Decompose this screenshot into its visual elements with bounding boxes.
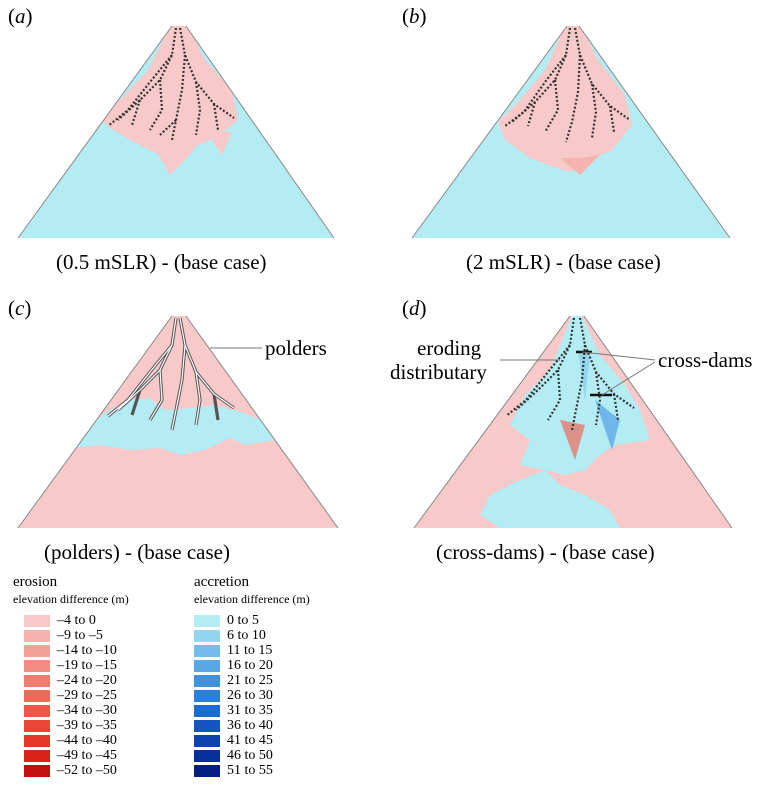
legend-erosion-label: –39 to –35 xyxy=(57,718,117,733)
caption-d: (cross-dams) - (base case) xyxy=(436,540,655,564)
legend-erosion-swatch xyxy=(24,749,50,762)
legend-erosion-item: –9 to –5 xyxy=(24,628,117,643)
legend-accretion-item: 41 to 45 xyxy=(194,733,273,748)
legend-accretion-label: 11 to 15 xyxy=(227,643,273,658)
legend-erosion-item: –34 to –30 xyxy=(24,703,117,718)
legend-erosion-item: –52 to –50 xyxy=(24,763,117,778)
legend-accretion-swatch xyxy=(194,629,220,642)
legend-accretion-label: 36 to 40 xyxy=(227,718,273,733)
legend-accretion-label: 16 to 20 xyxy=(227,658,273,673)
legend-erosion-label: –19 to –15 xyxy=(57,658,117,673)
legend-accretion-swatch xyxy=(194,674,220,687)
cross-dams-leader-1 xyxy=(581,351,656,361)
caption-c: (polders) - (base case) xyxy=(44,540,230,564)
annotation-eroding-line1: eroding xyxy=(417,336,482,360)
legend-erosion-label: –52 to –50 xyxy=(57,763,117,778)
legend-accretion-label: 31 to 35 xyxy=(227,703,273,718)
legend-erosion-item: –19 to –15 xyxy=(24,658,117,673)
legend-accretion-item: 16 to 20 xyxy=(194,658,273,673)
legend-erosion-swatch xyxy=(24,689,50,702)
legend-erosion-swatch xyxy=(24,719,50,732)
legend-erosion-list: –4 to 0 –9 to –5 –14 to –10 –19 to –15 –24 t… xyxy=(24,613,117,778)
legend-erosion-swatch xyxy=(24,674,50,687)
delta-map-a xyxy=(17,25,335,239)
legend-erosion-label: –9 to –5 xyxy=(57,628,103,643)
legend-erosion-label: –44 to –40 xyxy=(57,733,117,748)
legend-erosion-title: erosion xyxy=(13,574,58,590)
delta-map-c xyxy=(17,315,339,529)
legend-erosion-label: –49 to –45 xyxy=(57,748,117,763)
caption-b: (2 mSLR) - (base case) xyxy=(466,250,661,274)
legend-accretion-label: 0 to 5 xyxy=(227,613,259,628)
legend-erosion-label: –14 to –10 xyxy=(57,643,117,658)
legend-accretion-item: 26 to 30 xyxy=(194,688,273,703)
legend-erosion-item: –49 to –45 xyxy=(24,748,117,763)
legend-erosion-item: –29 to –25 xyxy=(24,688,117,703)
legend-erosion-swatch xyxy=(24,644,50,657)
legend-accretion-item: 46 to 50 xyxy=(194,748,273,763)
legend-accretion-subtitle: elevation difference (m) xyxy=(194,592,310,606)
legend-accretion-title: accretion xyxy=(194,574,249,590)
legend-accretion-item: 36 to 40 xyxy=(194,718,273,733)
legend-erosion-swatch xyxy=(24,764,50,777)
legend-erosion-swatch xyxy=(24,614,50,627)
legend-erosion-swatch xyxy=(24,704,50,717)
annotation-eroding-line2: distributary xyxy=(390,360,487,384)
legend-accretion-label: 41 to 45 xyxy=(227,733,273,748)
legend-accretion-label: 21 to 25 xyxy=(227,673,273,688)
legend-accretion-label: 51 to 55 xyxy=(227,763,273,778)
legend-accretion-item: 11 to 15 xyxy=(194,643,273,658)
legend-accretion-item: 51 to 55 xyxy=(194,763,273,778)
legend-accretion-label: 6 to 10 xyxy=(227,628,266,643)
legend-accretion-swatch xyxy=(194,614,220,627)
annotation-cross-dams: cross-dams xyxy=(658,348,753,372)
legend-erosion-swatch xyxy=(24,659,50,672)
delta-map-d xyxy=(413,315,733,529)
legend-erosion-item: –44 to –40 xyxy=(24,733,117,748)
delta-map-b xyxy=(411,25,731,239)
panel-label-a: (a) xyxy=(8,4,33,28)
legend-accretion-swatch xyxy=(194,749,220,762)
legend-accretion-swatch xyxy=(194,659,220,672)
legend-accretion-swatch xyxy=(194,704,220,717)
panel-label-b: (b) xyxy=(402,4,427,28)
legend-erosion-item: –39 to –35 xyxy=(24,718,117,733)
legend-accretion-item: 0 to 5 xyxy=(194,613,273,628)
legend-erosion-label: –29 to –25 xyxy=(57,688,117,703)
panel-label-c: (c) xyxy=(8,296,32,320)
cross-dams-leader-2 xyxy=(601,361,656,396)
legend-erosion-label: –34 to –30 xyxy=(57,703,117,718)
legend-accretion-label: 46 to 50 xyxy=(227,748,273,763)
legend-erosion-label: –24 to –20 xyxy=(57,673,117,688)
legend-erosion-swatch xyxy=(24,734,50,747)
legend-erosion-item: –14 to –10 xyxy=(24,643,117,658)
legend-accretion-swatch xyxy=(194,689,220,702)
legend-accretion-swatch xyxy=(194,734,220,747)
legend-accretion-item: 21 to 25 xyxy=(194,673,273,688)
legend-erosion-item: –24 to –20 xyxy=(24,673,117,688)
legend-accretion-item: 31 to 35 xyxy=(194,703,273,718)
legend-erosion-swatch xyxy=(24,629,50,642)
caption-a: (0.5 mSLR) - (base case) xyxy=(56,250,267,274)
legend-erosion-item: –4 to 0 xyxy=(24,613,117,628)
legend-accretion-swatch xyxy=(194,719,220,732)
legend-erosion-subtitle: elevation difference (m) xyxy=(13,592,129,606)
legend-accretion-label: 26 to 30 xyxy=(227,688,273,703)
legend-accretion-swatch xyxy=(194,764,220,777)
panel-label-d: (d) xyxy=(402,296,427,320)
legend-accretion-item: 6 to 10 xyxy=(194,628,273,643)
legend-accretion-swatch xyxy=(194,644,220,657)
annotation-polders: polders xyxy=(265,336,327,360)
legend-erosion-label: –4 to 0 xyxy=(57,613,96,628)
